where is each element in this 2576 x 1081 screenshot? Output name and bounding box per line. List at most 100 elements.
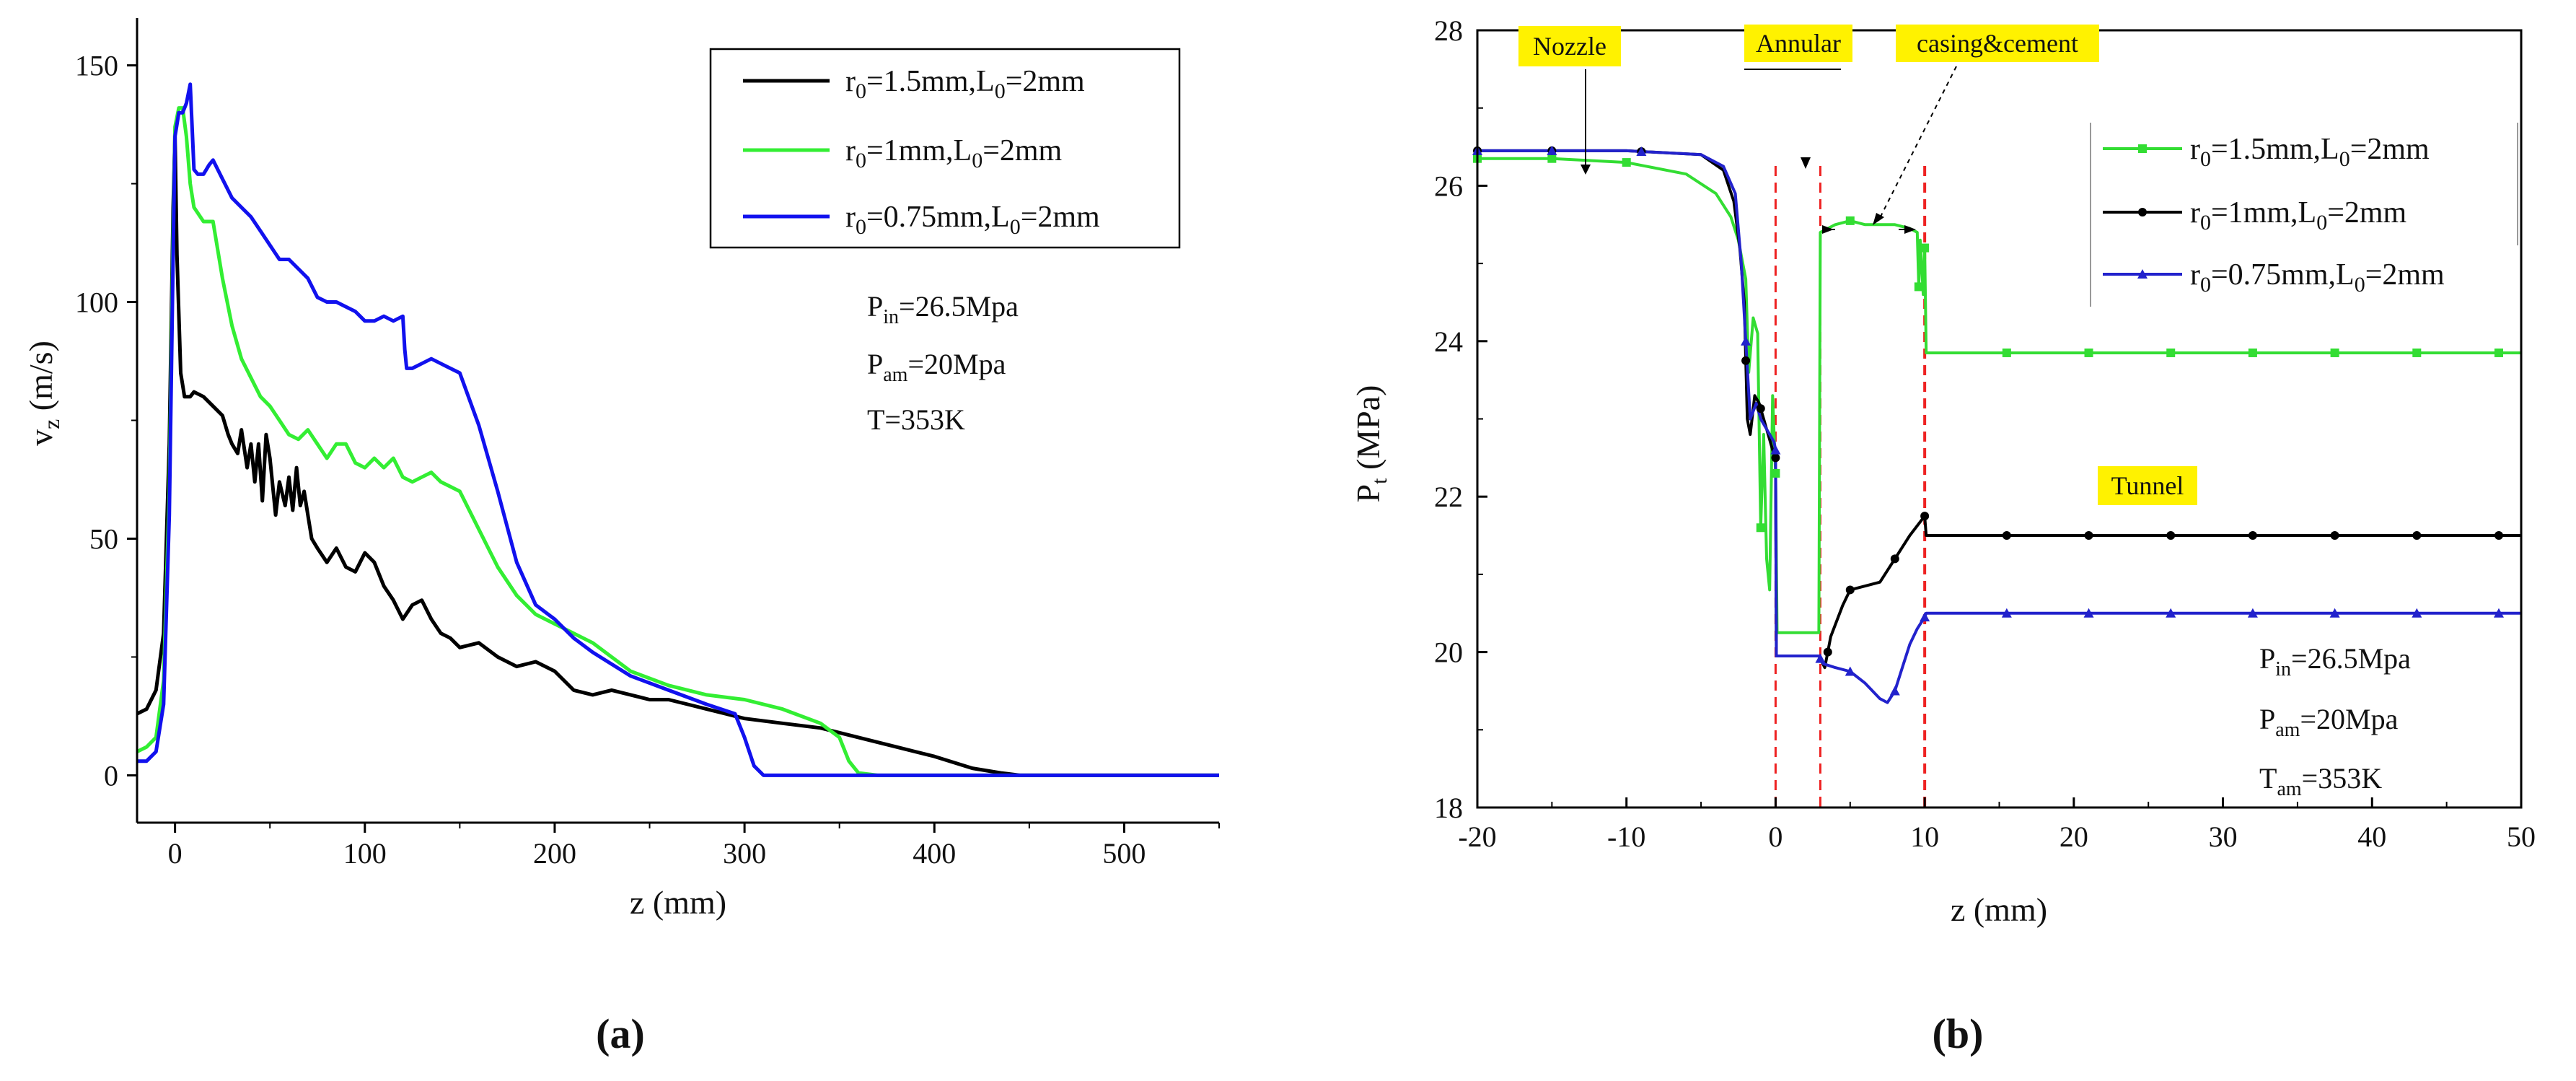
chart-b-marker-square [2330, 348, 2339, 357]
chart-b-yticks: 18 20 22 24 26 28 [1434, 14, 1487, 824]
chart-b-legend-entry: r0=1mm,L0=2mm [2103, 196, 2407, 235]
chart-a-ylabel: vz (m/s) [22, 341, 64, 446]
chart-a-legend-entry: r0=0.75mm,L0=2mm [743, 201, 1100, 239]
chart-b-marker-circle [1756, 404, 1765, 413]
chart-b-marker-square [1622, 158, 1631, 167]
chart-a-legend-label-2: r0=0.75mm,L0=2mm [845, 201, 1100, 239]
casing-arrow [1879, 66, 1957, 219]
chart-b-legend: r0=1.5mm,L0=2mm r0=1mm,L0=2mm r0=0.75mm,… [2090, 123, 2518, 307]
chart-b-marker-circle [2330, 531, 2339, 540]
casing-arrowhead [1873, 213, 1884, 225]
chart-a-note-t: T=353K [867, 403, 965, 436]
chart-b-marker-triangle [1741, 336, 1751, 346]
chart-b-marker-circle [1823, 647, 1832, 657]
chart-a-xtick-label: 200 [533, 837, 576, 870]
chart-b-marker-square [2494, 348, 2503, 357]
tunnel-label: Tunnel [2111, 471, 2184, 500]
chart-b-marker-square [1771, 468, 1780, 478]
chart-b-marker-triangle [1920, 612, 1930, 622]
chart-a-xlabel: z (mm) [630, 884, 726, 921]
chart-b-marker-triangle [1636, 146, 1647, 157]
chart-b-ylabel: Pt (MPa) [1350, 385, 1392, 503]
chart-b-legend-marker-2 [2137, 269, 2148, 279]
chart-b-marker-triangle [1845, 666, 1855, 676]
chart-a-ylabel-main: v [22, 429, 59, 446]
chart-a-legend-label-0: r0=1.5mm,L0=2mm [845, 65, 1085, 103]
chart-b-ytick-label: 28 [1434, 14, 1463, 47]
chart-b-annotations: Pin=26.5Mpa Pam=20Mpa Tam=353K [2259, 642, 2411, 800]
chart-b-ylabel-main: P [1350, 484, 1386, 503]
chart-b-legend-label-2: r0=0.75mm,L0=2mm [2190, 258, 2445, 297]
chart-b-marker-triangle [2493, 608, 2504, 618]
chart-b-marker-triangle [2001, 608, 2012, 618]
chart-a-note-pam: Pam=20Mpa [867, 348, 1006, 386]
chart-b-marker-triangle [2412, 608, 2422, 618]
annular-label: Annular [1756, 29, 1841, 58]
casing-left-arrowhead [1822, 225, 1834, 234]
nozzle-arrowhead [1581, 165, 1591, 175]
chart-a-xtick-label: 500 [1102, 837, 1146, 870]
chart-b-marker-circle [2248, 531, 2257, 540]
chart-a-legend-label-1: r0=1mm,L0=2mm [845, 134, 1063, 172]
chart-b-xtick-label: 0 [1768, 820, 1782, 853]
tunnel-label-bg [2098, 466, 2197, 505]
chart-a-series-line-2 [137, 82, 1219, 777]
chart-b-marker-square [1756, 523, 1765, 533]
annular-marker-arrow [1801, 157, 1811, 169]
chart-b-xticks: -20 -10 0 10 20 30 40 50 [1458, 797, 2536, 853]
chart-b-marker-triangle [2329, 608, 2340, 618]
nozzle-label: Nozzle [1533, 32, 1606, 61]
chart-b-marker-triangle [1547, 145, 1557, 155]
chart-a-annotations: Pin=26.5Mpa Pam=20Mpa T=353K [867, 290, 1019, 436]
chart-b-caption: (b) [1933, 1010, 1984, 1057]
chart-b-markers [1472, 145, 2504, 696]
chart-a-xtick-label: 300 [723, 837, 766, 870]
chart-b-xtick-label: 30 [2209, 820, 2238, 853]
chart-b-marker-circle [2166, 531, 2176, 540]
chart-a-caption: (a) [596, 1010, 645, 1057]
chart-b-marker-triangle [1815, 653, 1826, 663]
casing-label-bg [1896, 25, 2099, 62]
chart-b-marker-triangle [2083, 608, 2094, 618]
chart-b-plot-area [1472, 145, 2521, 704]
chart-b-ytick-label: 18 [1434, 792, 1463, 824]
chart-b-marker-square [1547, 154, 1557, 163]
chart-b-legend-entry: r0=1.5mm,L0=2mm [2103, 133, 2430, 171]
chart-a-ytick-label: 150 [75, 50, 118, 82]
chart-b-vlines [1774, 166, 1927, 808]
chart-b-ytick-label: 20 [1434, 636, 1463, 669]
chart-a-legend-entry: r0=1.5mm,L0=2mm [743, 65, 1085, 103]
chart-b-marker-square [1845, 216, 1855, 225]
chart-b-xtick-label: 50 [2507, 820, 2536, 853]
chart-b-marker-circle [2084, 531, 2093, 540]
chart-b-marker-triangle [1889, 686, 1900, 696]
chart-b-marker-circle [1890, 554, 1899, 564]
chart-b-series-line-2 [1477, 149, 2521, 704]
casing-right-arrowhead [1904, 225, 1916, 234]
chart-a-series-line-0 [136, 134, 1219, 777]
chart-b-marker-square [2166, 348, 2176, 357]
chart-a-xticks: 0 100 200 300 400 500 [168, 823, 1220, 870]
chart-b-ylabel-unit: (MPa) [1350, 385, 1386, 478]
chart-a-note-pin: Pin=26.5Mpa [867, 290, 1019, 328]
chart-b-legend-marker-1 [2138, 208, 2147, 216]
chart-b-legend-label-1: r0=1mm,L0=2mm [2190, 196, 2407, 235]
chart-b-xtick-label: 10 [1910, 820, 1939, 853]
chart-a-ylabel-unit: (m/s) [22, 341, 59, 419]
chart-b-marker-circle [2412, 531, 2422, 540]
chart-b-xtick-label: -20 [1458, 820, 1496, 853]
chart-b-marker-circle [1741, 356, 1751, 365]
chart-b-marker-circle [1771, 453, 1780, 463]
chart-b-region-labels: Nozzle Annular casing&cement Tunnel [1518, 25, 2197, 505]
chart-a-lines [136, 82, 1219, 777]
chart-b-marker-triangle [1770, 445, 1781, 455]
chart-b-marker-circle [2494, 531, 2503, 540]
chart-b-xtick-label: -10 [1607, 820, 1645, 853]
chart-b-legend-marker-0 [2138, 144, 2147, 153]
chart-a-ytick-label: 50 [89, 522, 118, 555]
nozzle-label-bg [1518, 26, 1621, 66]
chart-b-ytick-label: 22 [1434, 481, 1463, 513]
chart-b-lines [1477, 149, 2521, 704]
chart-b-marker-square [2248, 348, 2257, 357]
chart-a-ylabel-sub: z [38, 419, 64, 429]
